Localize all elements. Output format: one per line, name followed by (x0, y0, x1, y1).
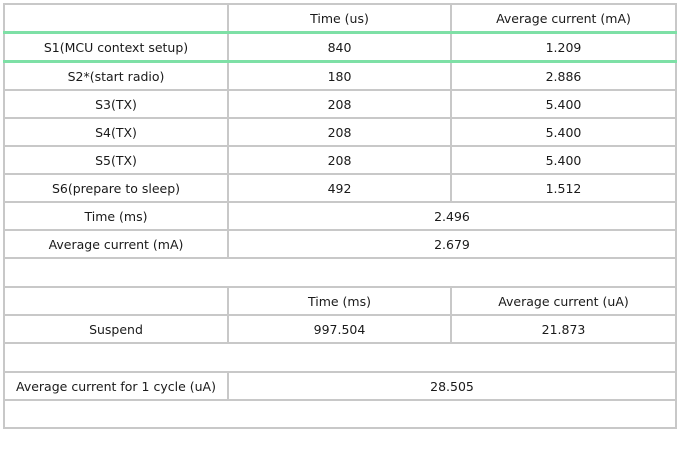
cycle-value: 28.505 (227, 371, 677, 401)
stage-current: 5.400 (450, 117, 677, 147)
stage-time: 208 (227, 145, 452, 175)
power-consumption-table: Time (us) Average current (mA) S1(MCU co… (3, 3, 677, 429)
total-time-row: Time (ms) 2.496 (3, 201, 677, 231)
avg-current-row: Average current (mA) 2.679 (3, 229, 677, 259)
spacer-row (3, 342, 677, 373)
stage-time: 840 (227, 31, 452, 63)
stage-current: 5.400 (450, 145, 677, 175)
stage-label: S4(TX) (3, 117, 229, 147)
avg-current-label: Average current (mA) (3, 229, 229, 259)
stage-current: 1.209 (450, 31, 677, 63)
table-row-s4: S4(TX) 208 5.400 (3, 117, 677, 147)
header-cell-empty (3, 3, 229, 34)
table-row-suspend: Suspend 997.504 21.873 (3, 314, 677, 344)
spacer-cell (3, 342, 677, 373)
stage-time: 997.504 (227, 314, 452, 344)
suspend-header-row: Time (ms) Average current (uA) (3, 286, 677, 316)
stage-label: S5(TX) (3, 145, 229, 175)
stage-current: 5.400 (450, 89, 677, 119)
header-cell-avg-current-ma: Average current (mA) (450, 3, 677, 34)
table-row-s6: S6(prepare to sleep) 492 1.512 (3, 173, 677, 203)
cycle-label: Average current for 1 cycle (uA) (3, 371, 229, 401)
stage-label: S6(prepare to sleep) (3, 173, 229, 203)
header-cell-time-ms: Time (ms) (227, 286, 452, 316)
stage-label: S2*(start radio) (3, 60, 229, 91)
avg-current-value: 2.679 (227, 229, 677, 259)
spacer-cell (3, 399, 677, 429)
stage-label: S1(MCU context setup) (3, 31, 229, 63)
stage-time: 492 (227, 173, 452, 203)
spacer-row (3, 399, 677, 429)
table-row-s3: S3(TX) 208 5.400 (3, 89, 677, 119)
cycle-row: Average current for 1 cycle (uA) 28.505 (3, 371, 677, 401)
header-cell-time-us: Time (us) (227, 3, 452, 34)
table-row-s2: S2*(start radio) 180 2.886 (3, 60, 677, 91)
stage-time: 208 (227, 89, 452, 119)
stage-time: 208 (227, 117, 452, 147)
stage-current: 1.512 (450, 173, 677, 203)
header-cell-avg-current-ua: Average current (uA) (450, 286, 677, 316)
stage-time: 180 (227, 60, 452, 91)
table-row-s1: S1(MCU context setup) 840 1.209 (3, 31, 677, 63)
stage-current: 2.886 (450, 60, 677, 91)
header-row: Time (us) Average current (mA) (3, 3, 677, 34)
spacer-cell (3, 257, 677, 288)
stage-label: S3(TX) (3, 89, 229, 119)
table-row-s5: S5(TX) 208 5.400 (3, 145, 677, 175)
stage-current: 21.873 (450, 314, 677, 344)
header-cell-empty (3, 286, 229, 316)
spacer-row (3, 257, 677, 288)
stage-label: Suspend (3, 314, 229, 344)
total-time-value: 2.496 (227, 201, 677, 231)
total-time-label: Time (ms) (3, 201, 229, 231)
